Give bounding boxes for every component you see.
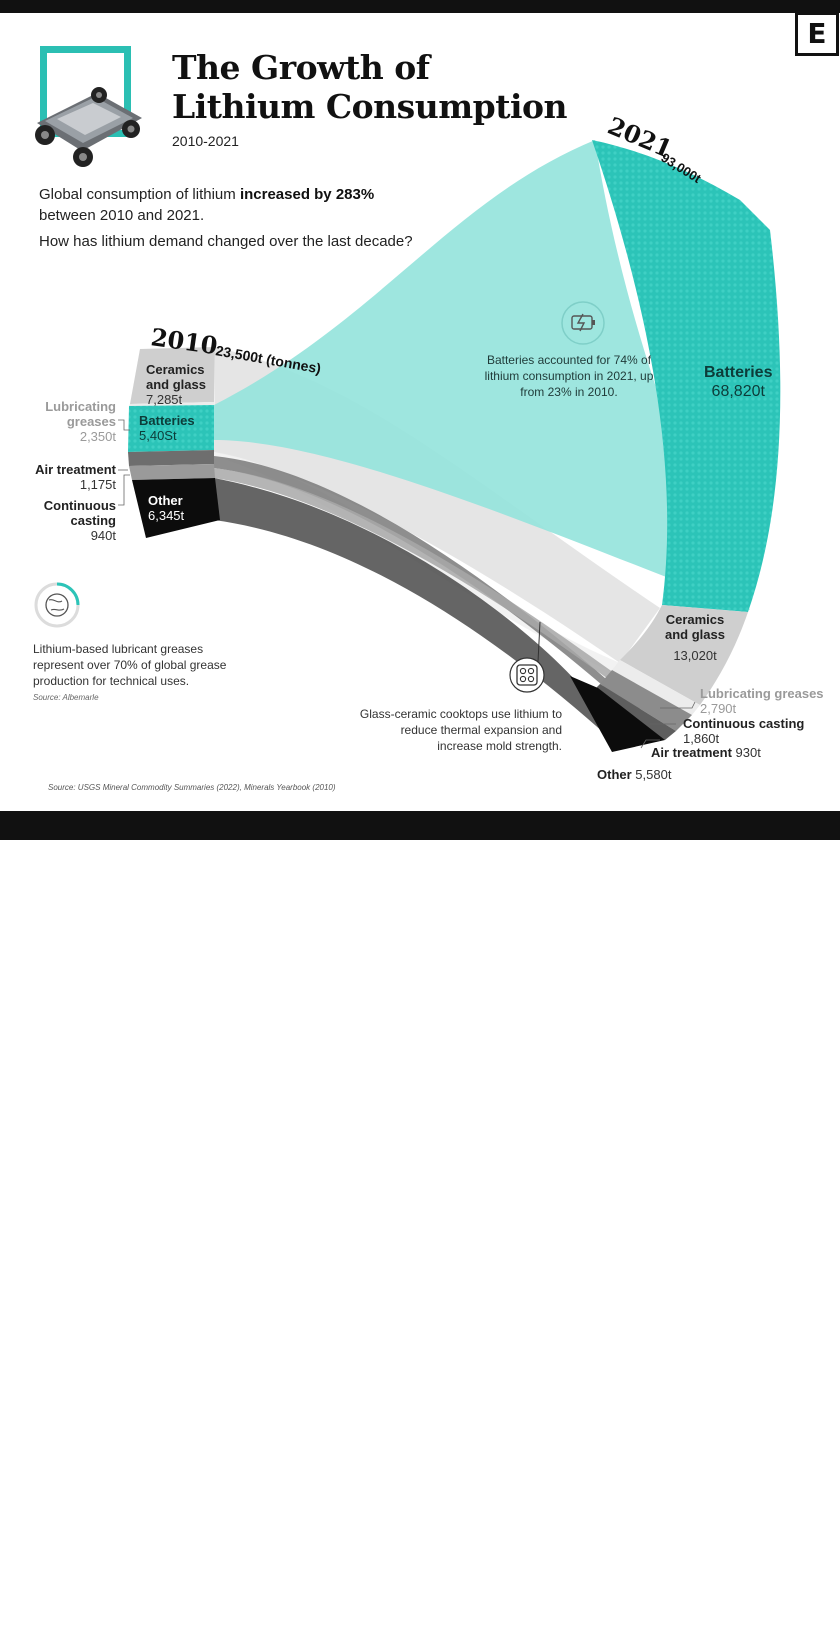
arc-2010-lubricating [129, 402, 214, 406]
label-2021-casting-name: Continuous casting [683, 716, 805, 731]
label-2010-batteries-value: 5,40St [139, 428, 177, 443]
flow-batteries [214, 140, 750, 610]
arc-2021-air [590, 684, 676, 740]
hero-image-frame [35, 46, 142, 167]
note-batteries: Batteries accounted for 74% of lithium c… [484, 353, 654, 399]
footer-bar: ELEMENTS ELEMENTS.VISUALCAPITALIST.COM [0, 811, 840, 1648]
leader-air-2021 [640, 739, 660, 749]
arc-2010-batteries [128, 405, 214, 452]
label-2010-ceramics: Ceramics and glass 7,285t [146, 362, 216, 407]
arc-2021-ceramics [620, 605, 748, 705]
leader-lubricating-2021 [660, 701, 696, 709]
label-2010-casting-name: Continuous casting [43, 498, 116, 528]
label-2021-ceramics-name: Ceramics and glass [665, 612, 725, 642]
brand-logo: E [795, 12, 839, 56]
title-line-1: The Growth of [172, 48, 430, 87]
title-line-2: Lithium Consumption [172, 87, 568, 126]
leader-lubricating-2010 [118, 419, 130, 431]
label-2010-air-value: 1,175t [79, 477, 116, 492]
footer-brand-elements: ELEMENTS. [628, 1630, 697, 1644]
label-2010-ceramics-name: Ceramics and glass [146, 362, 206, 392]
flow-other [214, 478, 612, 740]
subtitle: 2010-2021 [172, 133, 239, 149]
arc-2010-casting [129, 464, 215, 480]
label-2021-lubricating-name: Lubricating greases [700, 686, 824, 701]
top-bar [0, 0, 840, 13]
ev-chassis-icon [35, 87, 142, 167]
arc-2021-other [570, 676, 665, 752]
label-2021-ceramics: Ceramics and glass 13,020t [655, 612, 735, 663]
label-2010-casting-value: 940t [90, 528, 116, 543]
label-2010-lubricating-name: Lubricating greases [45, 399, 116, 429]
label-2021-casting: Continuous casting 1,860t [683, 716, 804, 746]
label-2010-air: Air treatment 1,175t [24, 462, 116, 492]
label-2021-casting-value: 1,860t [683, 731, 720, 746]
intro-highlight: increased by 283% [239, 186, 375, 203]
label-2021-other: Other 5,580t [597, 767, 671, 782]
intro-question: How has lithium demand changed over the … [39, 233, 413, 250]
intro-pre: Global consumption of lithium [39, 186, 240, 203]
arc-2010 [128, 347, 220, 538]
label-2010-ceramics-value: 7,285t [146, 392, 183, 407]
label-2010-batteries: Batteries 5,40St [139, 413, 195, 443]
note-cooktops: Glass-ceramic cooktops use lithium to re… [359, 707, 562, 753]
arc-2010-air [128, 450, 214, 466]
label-2010-batteries-name: Batteries [139, 413, 195, 428]
arc-2010-other [132, 478, 220, 538]
globe-grease-icon [34, 582, 80, 628]
label-2021-other-name: Other [597, 767, 632, 782]
arc-2010-ceramics [130, 347, 215, 404]
label-2021-lubricating: Lubricating greases 2,790t [700, 686, 824, 716]
lithium-sankey-chart: 2010 23,500t (tonnes) 2021 93,000t [34, 111, 781, 752]
footer-brand-left: ELEMENTS [42, 1628, 138, 1648]
label-2021-batteries-value: 68,820t [711, 383, 765, 400]
leader-lines [118, 419, 696, 749]
source-note: Source: USGS Mineral Commodity Summaries… [48, 783, 336, 792]
page-title: The Growth of Lithium Consumption [172, 48, 592, 126]
label-2021-air-name: Air treatment [651, 745, 732, 760]
label-2010-air-name: Air treatment [35, 462, 116, 477]
label-2010-other: Other 6,345t [148, 493, 184, 523]
label-2021-lubricating-value: 2,790t [700, 701, 737, 716]
intro-text: Global consumption of lithium increased … [39, 184, 459, 226]
arc-2021-batteries [592, 140, 781, 612]
label-2010-lubricating-value: 2,350t [79, 429, 116, 444]
label-2021-ceramics-value: 13,020t [673, 648, 717, 663]
label-2010-other-name: Other [148, 493, 183, 508]
label-2010-other-value: 6,345t [148, 508, 185, 523]
label-2021-air: Air treatment 930t [651, 745, 761, 760]
footer-brand-site: VISUALCAPITALIST.COM [696, 1630, 838, 1644]
arc-2021-casting [600, 670, 692, 731]
footer-brand-right: ELEMENTS.VISUALCAPITALIST.COM [628, 1630, 837, 1644]
arc-2021 [570, 140, 781, 752]
label-2010-casting: Continuous casting 940t [24, 498, 116, 543]
flow-group [214, 140, 750, 740]
label-2021-batteries: Batteries 68,820t [704, 363, 772, 401]
intro-post: between 2010 and 2021. [39, 207, 205, 224]
label-2021-air-value: 930t [735, 745, 761, 760]
arc-2021-lubricating [612, 660, 700, 715]
label-2010-lubricating: Lubricating greases 2,350t [38, 399, 116, 444]
note-greases-source: Source: Albemarle [33, 693, 99, 702]
leader-casting-2010 [118, 474, 130, 506]
label-2021-other-value: 5,580t [635, 767, 672, 782]
label-2021-batteries-name: Batteries [704, 364, 773, 381]
cooktop-icon [509, 621, 545, 693]
battery-icon [561, 301, 605, 345]
note-greases: Lithium-based lubricant greases represen… [33, 642, 227, 688]
